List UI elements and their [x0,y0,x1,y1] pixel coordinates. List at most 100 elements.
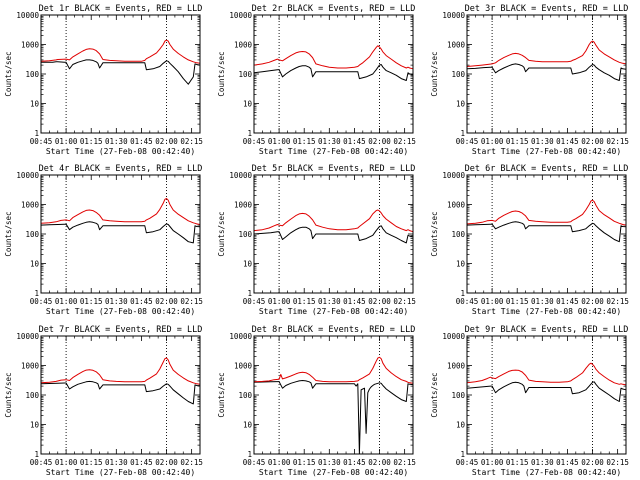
x-tick-label: 01:45 [556,137,579,146]
lld-series-line [466,40,627,67]
x-tick-label: 01:15 [506,297,529,306]
y-tick-label: 1000 [234,362,253,371]
y-tick-label: 1 [34,129,39,138]
lld-series-line [466,199,627,226]
x-tick-label: 02:15 [393,137,416,146]
x-tick-label: 01:30 [105,458,128,467]
x-tick-label: 02:00 [368,137,391,146]
y-tick-label: 10 [243,421,253,430]
x-tick-label: 01:15 [506,137,529,146]
y-tick-label: 10 [243,100,253,109]
x-tick-label: 01:30 [105,297,128,306]
plot-frame [466,335,627,455]
y-tick-label: 1000 [234,201,253,210]
x-tick-label: 01:15 [80,137,103,146]
y-tick-label: 10 [30,260,40,269]
x-tick-label: 02:15 [180,297,203,306]
panel-title: Det 4r BLACK = Events, RED = LLD [39,164,203,174]
y-axis-label: Counts/sec [217,372,226,417]
x-axis-label: Start Time (27-Feb-08 00:42:40) [472,307,621,316]
y-tick-label: 10 [30,100,40,109]
y-tick-label: 10 [456,260,466,269]
x-axis-label: Start Time (27-Feb-08 00:42:40) [46,147,195,156]
x-tick-label: 01:30 [531,137,554,146]
detector-panel-3: Det 3r BLACK = Events, RED = LLD 1 10 100 10… [430,4,629,156]
x-tick-label: 01:15 [293,458,316,467]
x-tick-label: 01:00 [268,297,291,306]
y-axis-label: Counts/sec [430,372,439,417]
plot-frame [40,14,201,134]
lld-series-line [253,356,414,384]
x-tick-label: 02:00 [368,458,391,467]
y-tick-label: 1000 [21,201,40,210]
detector-panel-7: Det 7r BLACK = Events, RED = LLD 1 10 100 10… [4,325,203,477]
y-tick-label: 1 [247,129,252,138]
events-series-line [466,381,627,402]
x-tick-label: 02:00 [155,458,178,467]
panel-title: Det 8r BLACK = Events, RED = LLD [252,325,416,335]
panel-title: Det 3r BLACK = Events, RED = LLD [465,4,629,14]
y-tick-label: 100 [238,230,252,239]
x-tick-label: 01:30 [531,297,554,306]
detector-panel-1: Det 1r BLACK = Events, RED = LLD 1 10 100 10… [4,4,203,156]
y-tick-label: 10 [243,260,253,269]
x-tick-label: 00:45 [30,297,53,306]
lld-series-line [40,198,201,225]
x-tick-label: 01:30 [318,137,341,146]
y-tick-label: 1 [460,129,465,138]
x-tick-label: 00:45 [243,458,266,467]
y-tick-label: 10000 [442,332,465,341]
x-tick-label: 01:15 [80,458,103,467]
events-series-line [253,64,414,81]
y-tick-label: 10000 [229,11,252,20]
x-axis-label: Start Time (27-Feb-08 00:42:40) [259,468,408,477]
y-tick-label: 100 [25,70,39,79]
y-axis-label: Counts/sec [4,372,13,417]
x-tick-label: 01:30 [318,458,341,467]
y-tick-label: 10000 [442,11,465,20]
x-tick-label: 01:00 [55,458,78,467]
y-tick-label: 1000 [447,201,466,210]
plot-frame [40,335,201,455]
panel-title: Det 9r BLACK = Events, RED = LLD [465,325,629,335]
plot-frame [253,14,414,134]
y-axis-label: Counts/sec [430,211,439,256]
detector-panel-6: Det 6r BLACK = Events, RED = LLD 1 10 100 10… [430,164,629,316]
lld-series-line [253,209,414,233]
panel-title: Det 2r BLACK = Events, RED = LLD [252,4,416,14]
y-tick-label: 1 [247,450,252,459]
events-series-line [40,380,201,405]
x-tick-label: 01:00 [481,297,504,306]
y-tick-label: 10000 [16,11,39,20]
y-tick-label: 10 [456,100,466,109]
lld-series-line [40,39,201,64]
x-tick-label: 01:00 [481,458,504,467]
x-tick-label: 02:00 [368,297,391,306]
detector-panel-5: Det 5r BLACK = Events, RED = LLD 1 10 100 10… [217,164,416,316]
y-tick-label: 1000 [21,362,40,371]
y-tick-label: 10000 [229,171,252,180]
x-tick-label: 01:30 [318,297,341,306]
x-tick-label: 02:00 [581,297,604,306]
x-tick-label: 00:45 [456,458,479,467]
x-tick-label: 01:45 [343,137,366,146]
plot-frame [253,335,414,455]
x-tick-label: 01:45 [130,137,153,146]
y-tick-label: 100 [451,391,465,400]
x-tick-label: 01:45 [130,297,153,306]
x-tick-label: 00:45 [456,297,479,306]
y-tick-label: 1 [460,450,465,459]
x-tick-label: 01:30 [105,137,128,146]
panel-title: Det 7r BLACK = Events, RED = LLD [39,325,203,335]
x-tick-label: 01:00 [55,297,78,306]
x-tick-label: 01:45 [130,458,153,467]
x-tick-label: 01:15 [506,458,529,467]
x-tick-label: 01:00 [268,458,291,467]
y-tick-label: 1 [247,289,252,298]
x-tick-label: 02:15 [606,458,629,467]
y-tick-label: 100 [451,230,465,239]
events-series-line [466,221,627,243]
x-axis-label: Start Time (27-Feb-08 00:42:40) [472,468,621,477]
x-tick-label: 02:15 [606,137,629,146]
